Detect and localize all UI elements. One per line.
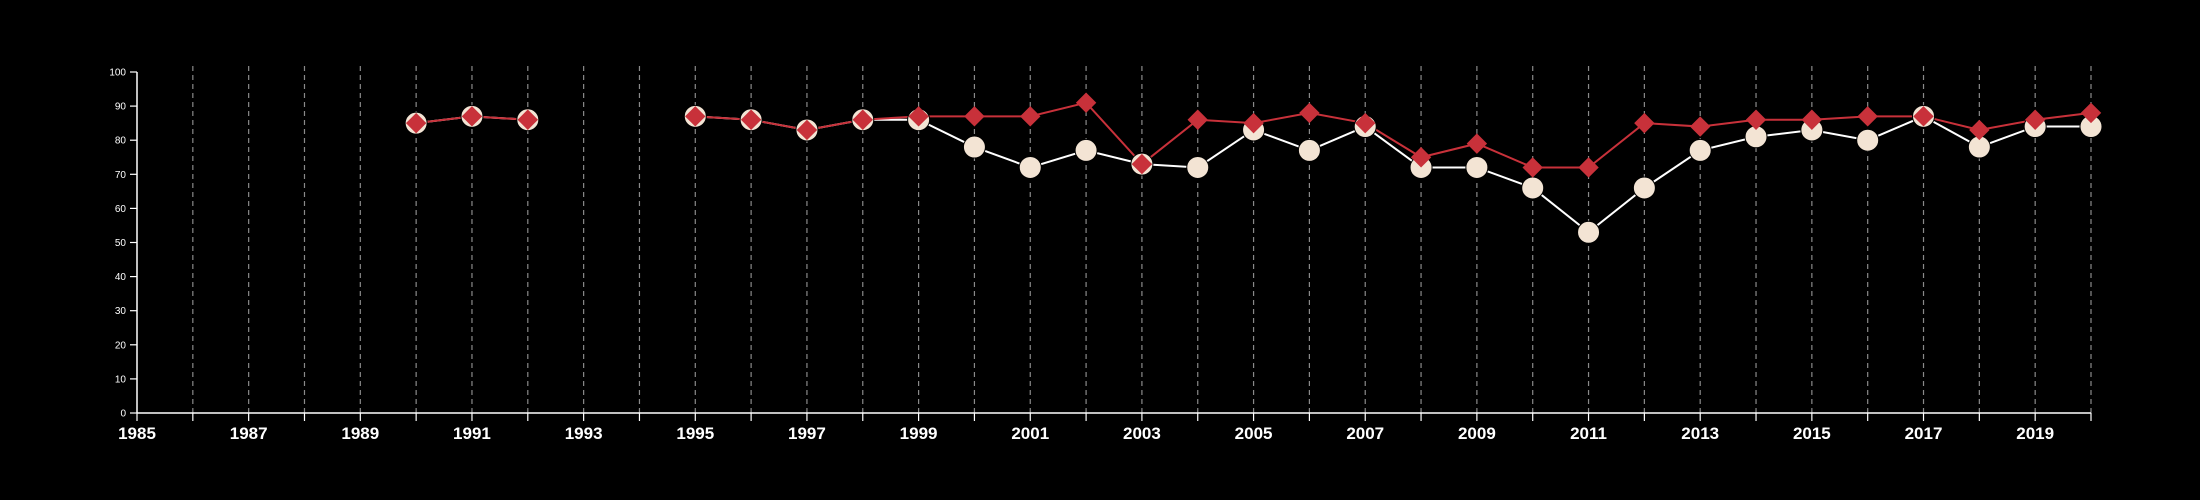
- y-tick-label: 10: [115, 374, 127, 385]
- series-2-point: [2024, 109, 2046, 130]
- x-tick-label: 1987: [230, 424, 268, 443]
- series-2-point: [1299, 102, 1320, 124]
- series-1-point: [1186, 155, 1210, 179]
- series-2-point: [1801, 109, 1823, 130]
- y-tick-label: 40: [115, 272, 127, 283]
- x-tick-label: 2019: [2016, 424, 2054, 443]
- series-2-point: [1243, 112, 1264, 134]
- series-2-point: [685, 106, 706, 127]
- y-axis-ticks: 0 10 20 30 40 50 60 70 80 90 100: [109, 68, 137, 420]
- series-1-point: [1521, 176, 1545, 200]
- series-2-point: [461, 106, 483, 127]
- x-tick-label: 1997: [788, 424, 826, 443]
- series-2-point: [1522, 157, 1543, 178]
- y-tick-label: 30: [115, 306, 127, 317]
- x-tick-label: 2007: [1346, 424, 1384, 443]
- series-2-point: [1857, 106, 1878, 127]
- series-1-point: [962, 135, 986, 159]
- x-tick-label: 2001: [1011, 424, 1049, 443]
- y-tick-label: 50: [115, 238, 127, 249]
- series-1-point: [1688, 138, 1712, 162]
- x-tick-label: 2005: [1235, 424, 1273, 443]
- series-2-point: [964, 106, 985, 127]
- series-2-point: [1969, 119, 1990, 141]
- x-tick-label: 1991: [453, 424, 491, 443]
- series-2-point: [1355, 112, 1376, 134]
- series-2-point: [1913, 106, 1934, 127]
- series-2-point: [908, 106, 929, 127]
- series-2-point: [1466, 133, 1488, 154]
- series-2-point: [740, 109, 762, 130]
- series-2-point: [1075, 92, 1097, 113]
- x-tick-label: 2015: [1793, 424, 1831, 443]
- series-1-point: [1577, 220, 1601, 244]
- series-2-point: [1131, 153, 1153, 175]
- x-tick-label: 1989: [341, 424, 379, 443]
- series-2-point: [1187, 109, 1208, 130]
- series-markers: [404, 92, 2103, 244]
- series-2-point: [405, 112, 427, 134]
- y-tick-label: 20: [115, 340, 127, 351]
- x-tick-label: 2009: [1458, 424, 1496, 443]
- x-tick-label: 1985: [118, 424, 156, 443]
- series-1-point: [1074, 138, 1098, 162]
- y-tick-label: 80: [115, 136, 127, 147]
- series-2-point: [852, 109, 873, 130]
- series-2-point: [1020, 106, 1041, 127]
- x-tick-label: 1995: [676, 424, 714, 443]
- series-2-point: [796, 119, 818, 141]
- series-1-point: [1018, 155, 1042, 179]
- x-axis-ticks: 1985 1987 1989 1991 1993 1995 1997 1999 2001 2003…: [118, 413, 2092, 443]
- y-tick-label: 100: [109, 68, 126, 79]
- series-1-point: [1465, 155, 1489, 179]
- x-tick-label: 1999: [900, 424, 938, 443]
- series-2-point: [1578, 157, 1599, 178]
- x-tick-label: 2003: [1123, 424, 1161, 443]
- series-2-point: [2080, 102, 2102, 124]
- y-tick-label: 90: [115, 102, 127, 113]
- series-2-point: [1410, 147, 1432, 168]
- series-1-point: [1632, 176, 1656, 200]
- series-2-point: [517, 109, 539, 130]
- y-tick-label: 60: [115, 204, 127, 215]
- x-tick-label: 2013: [1681, 424, 1719, 443]
- y-tick-label: 0: [120, 409, 126, 420]
- series-2-point: [1745, 109, 1767, 130]
- series-2-point: [1634, 112, 1655, 134]
- y-tick-label: 70: [115, 170, 127, 181]
- series-2-point: [1689, 116, 1711, 137]
- x-tick-label: 2017: [1905, 424, 1943, 443]
- series-1-point: [1297, 138, 1321, 162]
- x-tick-label: 1993: [565, 424, 603, 443]
- x-tick-label: 2011: [1570, 424, 1607, 443]
- series-1-point: [1856, 128, 1880, 152]
